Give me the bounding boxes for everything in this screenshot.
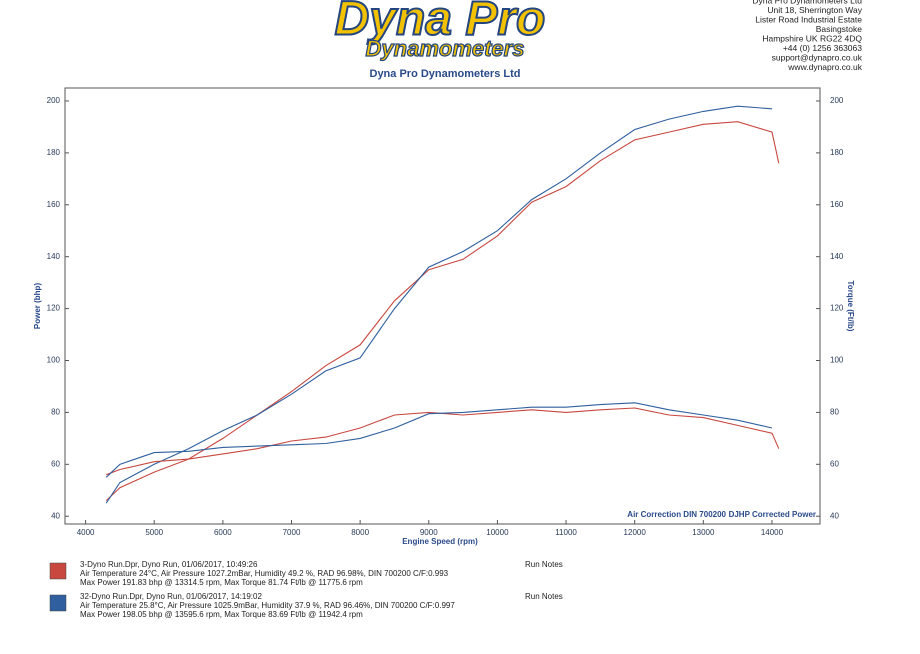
y2-tick-label: 200 bbox=[830, 96, 844, 105]
y2-tick-label: 140 bbox=[830, 252, 844, 261]
address-line: Basingstoke bbox=[816, 24, 863, 34]
y-tick-label: 180 bbox=[47, 148, 61, 157]
x-tick-label: 11000 bbox=[555, 528, 577, 537]
y-tick-label: 60 bbox=[51, 459, 60, 468]
address-line: Lister Road Industrial Estate bbox=[755, 14, 862, 24]
logo-sub: Dynamometers bbox=[366, 36, 525, 61]
run-swatch bbox=[49, 594, 67, 612]
y2-tick-label: 180 bbox=[830, 148, 844, 157]
y2-tick-label: 120 bbox=[830, 304, 844, 313]
address-line: www.dynapro.co.uk bbox=[787, 62, 862, 72]
x-tick-label: 6000 bbox=[214, 528, 232, 537]
address-line: +44 (0) 1256 363063 bbox=[783, 43, 862, 53]
y-tick-label: 200 bbox=[47, 96, 61, 105]
y2-tick-label: 40 bbox=[830, 511, 839, 520]
address-line: Dyna Pro Dynamometers Ltd bbox=[752, 0, 862, 5]
address-line: Hampshire UK RG22 4DQ bbox=[762, 33, 862, 43]
run-info: Air Temperature 25.8°C, Air Pressure 102… bbox=[80, 601, 455, 610]
run-info: 3-Dyno Run.Dpr, Dyno Run, 01/06/2017, 10… bbox=[80, 560, 258, 569]
plot-frame bbox=[64, 87, 821, 525]
x-tick-label: 5000 bbox=[145, 528, 163, 537]
annotation: DJHP Corrected Power bbox=[729, 510, 816, 519]
series-line bbox=[105, 121, 780, 502]
x-tick-label: 7000 bbox=[283, 528, 301, 537]
x-tick-label: 4000 bbox=[77, 528, 95, 537]
y2-tick-label: 60 bbox=[830, 459, 839, 468]
y-tick-label: 140 bbox=[47, 252, 61, 261]
y-axis-label: Power (bhp) bbox=[33, 283, 42, 330]
x-tick-label: 10000 bbox=[486, 528, 509, 537]
address-line: support@dynapro.co.uk bbox=[772, 52, 863, 62]
chart-title: Dyna Pro Dynamometers Ltd bbox=[370, 68, 521, 80]
run-swatch bbox=[49, 562, 67, 580]
x-tick-label: 9000 bbox=[420, 528, 438, 537]
y-tick-label: 120 bbox=[47, 304, 61, 313]
x-tick-label: 12000 bbox=[624, 528, 647, 537]
series-line bbox=[106, 106, 782, 503]
run-notes: Run Notes bbox=[525, 560, 563, 569]
y2-tick-label: 80 bbox=[830, 408, 839, 417]
y-tick-label: 40 bbox=[51, 511, 60, 520]
address-line: Unit 18, Sherrington Way bbox=[767, 5, 862, 15]
run-notes: Run Notes bbox=[525, 592, 563, 601]
logo: Dyna Pro bbox=[335, 0, 546, 46]
x-tick-label: 8000 bbox=[351, 528, 369, 537]
x-tick-label: 13000 bbox=[692, 528, 715, 537]
series-line bbox=[106, 407, 780, 476]
x-tick-label: 14000 bbox=[761, 528, 784, 537]
x-axis-label: Engine Speed (rpm) bbox=[402, 537, 478, 546]
run-info: Max Power 191.83 bhp @ 13314.5 rpm, Max … bbox=[80, 578, 363, 587]
y-tick-label: 100 bbox=[47, 356, 61, 365]
run-info: Air Temperature 24°C, Air Pressure 1027.… bbox=[80, 569, 449, 578]
run-info: Max Power 198.05 bhp @ 13595.6 rpm, Max … bbox=[80, 610, 363, 619]
y2-axis-label: Torque (Ft/lb) bbox=[846, 281, 855, 332]
y2-tick-label: 100 bbox=[830, 356, 844, 365]
annotation: Air Correction DIN 700200 bbox=[627, 510, 726, 519]
y-tick-label: 160 bbox=[47, 200, 61, 209]
y2-tick-label: 160 bbox=[830, 200, 844, 209]
y-tick-label: 80 bbox=[51, 408, 60, 417]
run-info: 32-Dyno Run.Dpr, Dyno Run, 01/06/2017, 1… bbox=[80, 592, 262, 601]
